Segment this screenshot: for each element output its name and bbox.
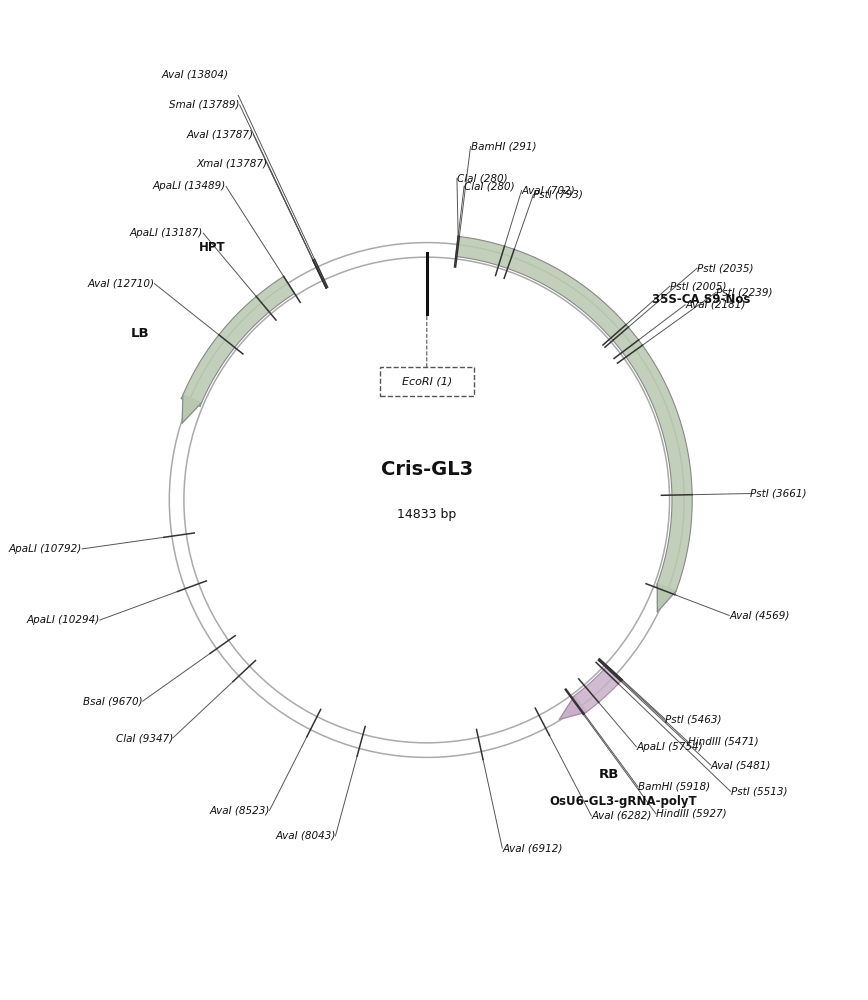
Text: AvaI (2181): AvaI (2181) (685, 300, 746, 310)
Text: ApaLI (13187): ApaLI (13187) (130, 228, 203, 238)
Text: ApaLI (13489): ApaLI (13489) (153, 181, 226, 191)
Text: PstI (5513): PstI (5513) (731, 786, 787, 796)
Polygon shape (571, 666, 622, 714)
Text: OsU6-GL3-gRNA-polyT: OsU6-GL3-gRNA-polyT (549, 795, 697, 808)
Text: AvaI (13787): AvaI (13787) (187, 129, 253, 139)
Text: AvaI (13804): AvaI (13804) (161, 69, 228, 79)
Polygon shape (182, 395, 201, 423)
Text: HPT: HPT (199, 241, 226, 254)
Text: AvaI (702): AvaI (702) (522, 185, 575, 195)
Text: LB: LB (130, 327, 149, 340)
Text: XmaI (13787): XmaI (13787) (196, 159, 267, 169)
Text: 14833 bp: 14833 bp (397, 508, 457, 521)
Text: EcoRI (1): EcoRI (1) (402, 377, 452, 387)
Polygon shape (181, 276, 294, 406)
Text: Cris-GL3: Cris-GL3 (381, 460, 473, 479)
Text: PstI (5463): PstI (5463) (665, 714, 721, 724)
Text: BamHI (5918): BamHI (5918) (638, 782, 710, 792)
Text: PstI (2239): PstI (2239) (716, 287, 773, 297)
Text: AvaI (4569): AvaI (4569) (729, 610, 790, 620)
Text: 35S-CA S9-Nos: 35S-CA S9-Nos (652, 293, 750, 306)
Text: AvaI (6912): AvaI (6912) (503, 843, 562, 853)
FancyBboxPatch shape (380, 367, 474, 396)
Text: ClaI (280): ClaI (280) (457, 173, 508, 183)
Text: AvaI (8523): AvaI (8523) (209, 806, 269, 816)
Text: ClaI (9347): ClaI (9347) (115, 733, 173, 743)
Text: PstI (2005): PstI (2005) (670, 281, 727, 291)
Polygon shape (559, 696, 587, 719)
Text: SmaI (13789): SmaI (13789) (169, 100, 240, 110)
Polygon shape (456, 236, 692, 595)
Text: AvaI (5481): AvaI (5481) (711, 760, 771, 770)
Text: ApaLI (10792): ApaLI (10792) (9, 544, 82, 554)
Text: RB: RB (599, 768, 620, 781)
Text: HindIII (5471): HindIII (5471) (688, 737, 759, 747)
Text: AvaI (8043): AvaI (8043) (275, 831, 335, 841)
Text: PstI (793): PstI (793) (534, 189, 583, 199)
Text: ClaI (280): ClaI (280) (464, 182, 515, 192)
Polygon shape (657, 584, 676, 612)
Text: BamHI (291): BamHI (291) (470, 142, 536, 152)
Text: ApaLI (10294): ApaLI (10294) (27, 615, 100, 625)
Text: PstI (2035): PstI (2035) (697, 263, 753, 273)
Text: AvaI (12710): AvaI (12710) (87, 278, 155, 288)
Text: HindIII (5927): HindIII (5927) (656, 809, 727, 819)
Text: AvaI (6282): AvaI (6282) (591, 811, 652, 821)
Text: BsaI (9670): BsaI (9670) (83, 696, 142, 706)
Text: PstI (3661): PstI (3661) (751, 489, 807, 499)
Text: ApaLI (5754): ApaLI (5754) (636, 742, 703, 752)
